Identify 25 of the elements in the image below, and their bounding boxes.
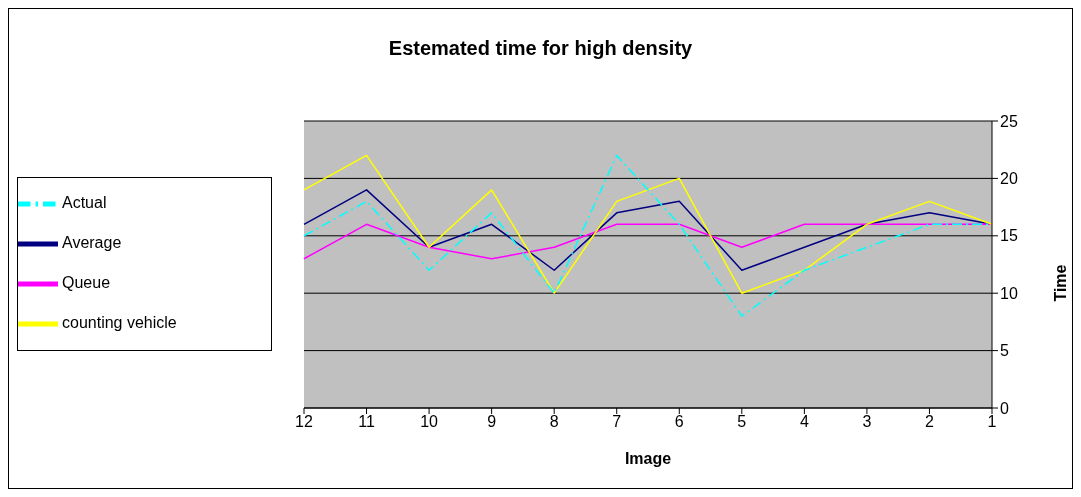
y-axis-title: Time xyxy=(1051,264,1069,302)
x-tick-label: 4 xyxy=(799,413,809,431)
y-tick-label: 0 xyxy=(1000,399,1009,417)
x-tick-label: 8 xyxy=(549,413,559,431)
x-tick-label: 11 xyxy=(358,413,375,431)
legend-label: Queue xyxy=(62,274,111,292)
x-tick-label: 9 xyxy=(487,413,497,431)
x-tick-label: 3 xyxy=(862,413,872,431)
legend-label: Average xyxy=(62,234,122,252)
x-tick-label: 5 xyxy=(737,413,747,431)
x-axis-title: Image xyxy=(624,450,672,467)
x-tick-label: 6 xyxy=(674,413,684,431)
x-tick-label: 12 xyxy=(295,413,313,431)
x-tick-label: 2 xyxy=(925,413,934,431)
x-tick-label: 1 xyxy=(987,413,997,431)
y-tick-label: 20 xyxy=(1000,170,1018,188)
legend-label: counting vehicle xyxy=(62,314,177,332)
y-tick-label: 10 xyxy=(1000,284,1018,302)
y-tick-label: 5 xyxy=(1000,342,1009,360)
legend-label: Actual xyxy=(62,194,107,212)
x-tick-label: 7 xyxy=(612,413,622,431)
y-tick-label: 25 xyxy=(1000,112,1018,130)
y-tick-label: 15 xyxy=(1000,227,1018,245)
chart-title: Estemated time for high density xyxy=(387,37,694,60)
x-tick-label: 10 xyxy=(420,413,439,431)
